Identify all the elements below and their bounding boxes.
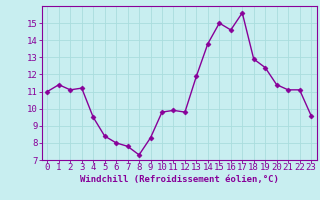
X-axis label: Windchill (Refroidissement éolien,°C): Windchill (Refroidissement éolien,°C) xyxy=(80,175,279,184)
